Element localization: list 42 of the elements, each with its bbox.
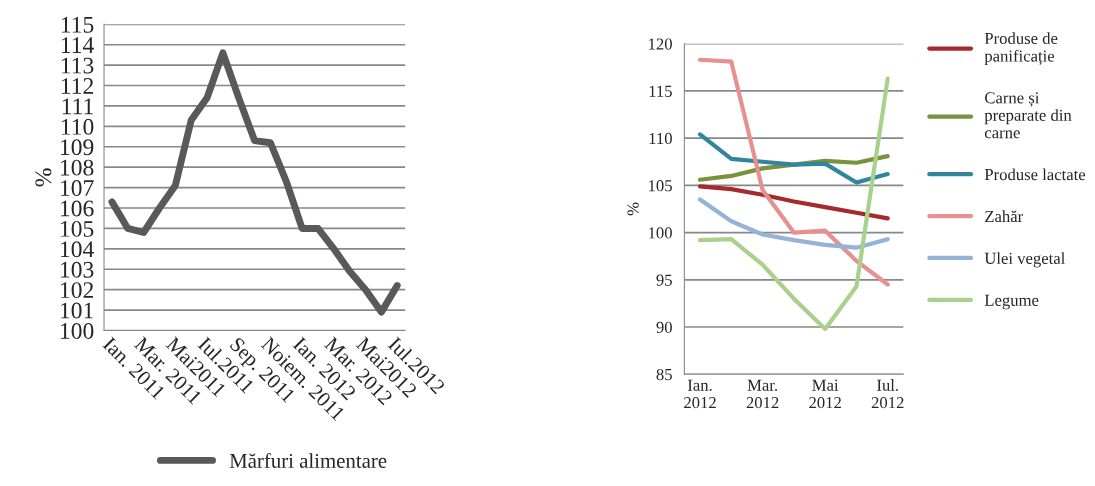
- y-tick-label: 110: [61, 118, 94, 135]
- legend-label: Produse de panificație: [984, 32, 1058, 66]
- y-tick-label: 101: [60, 302, 93, 319]
- line-series: [697, 132, 890, 185]
- line-series: [697, 184, 890, 221]
- y-tick-label: 108: [60, 159, 94, 176]
- y-tick-label: 106: [60, 200, 94, 217]
- line-series: [697, 197, 890, 250]
- y-tick-label: 114: [61, 37, 94, 53]
- y-tick-label: 100: [60, 322, 94, 339]
- legend-label: Legume: [984, 294, 1039, 310]
- legend-label: Zahăr: [985, 210, 1024, 223]
- y-tick-label: 112: [61, 78, 93, 94]
- line-series: [697, 57, 890, 287]
- y-tick-label: 103: [60, 261, 94, 278]
- x-tick-label: Mar. 2012: [746, 379, 779, 409]
- y-axis-title: %: [35, 168, 52, 187]
- x-tick-label: Mai 2012: [809, 379, 841, 409]
- y-tick-label: 107: [60, 180, 94, 197]
- y-tick-label: 105: [649, 180, 672, 192]
- y-tick-label: 113: [61, 57, 94, 74]
- y-tick-label: 115: [61, 16, 94, 33]
- legend-label: Produse lactate: [984, 168, 1086, 181]
- y-tick-label: 104: [60, 241, 94, 258]
- y-tick-label: 109: [60, 139, 94, 156]
- y-tick-label: 85: [656, 368, 672, 381]
- x-tick-label: Iul. 2012: [871, 379, 904, 409]
- line-series: [697, 76, 890, 331]
- y-axis-title: %: [627, 202, 639, 216]
- y-tick-label: 111: [62, 98, 93, 115]
- y-tick-label: 105: [60, 220, 94, 237]
- y-tick-label: 110: [649, 132, 672, 145]
- legend-label: Mărfuri alimentare: [229, 453, 387, 468]
- y-tick-label: 102: [60, 282, 93, 299]
- legend-label: Carne și preparate din carne: [984, 92, 1072, 139]
- y-tick-label: 120: [649, 38, 672, 50]
- legend-label: Ulei vegetal: [984, 252, 1065, 268]
- y-tick-label: 95: [656, 274, 672, 286]
- x-tick-label: Ian. 2012: [684, 379, 716, 409]
- y-tick-label: 115: [649, 85, 672, 97]
- y-tick-label: 100: [649, 227, 672, 239]
- y-tick-label: 90: [656, 321, 672, 333]
